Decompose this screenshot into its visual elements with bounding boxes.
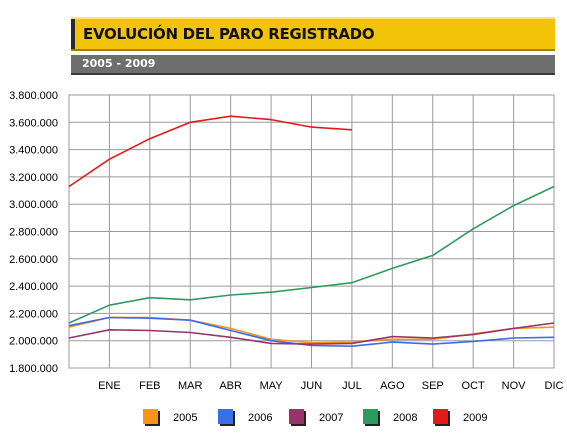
- y-tick-label: 2.200.000: [9, 308, 58, 320]
- legend-swatch-2007: [289, 409, 304, 424]
- y-tick-label: 3.200.000: [9, 172, 58, 184]
- chart-subtitle: 2005 - 2009: [82, 57, 156, 70]
- legend-swatch-2008: [363, 409, 378, 424]
- legend-swatch-2006: [218, 409, 233, 424]
- legend-label-2007: 2007: [319, 412, 343, 424]
- series-line-2007: [68, 322, 555, 345]
- legend-label-2005: 2005: [173, 412, 197, 424]
- y-tick-label: 2.600.000: [9, 254, 58, 266]
- x-tick-label: ENE: [98, 380, 121, 392]
- x-tick-label: JUN: [301, 380, 322, 392]
- x-tick-label: SEP: [422, 380, 444, 392]
- x-tick-label: NOV: [502, 380, 527, 392]
- x-tick-label: MAR: [178, 380, 203, 392]
- legend-swatch-2005: [143, 409, 158, 424]
- series-line-2006: [68, 316, 555, 348]
- chart-subtitle-bar: 2005 - 2009: [71, 55, 555, 75]
- x-tick-label: ABR: [219, 380, 242, 392]
- x-tick-label: MAY: [260, 380, 284, 392]
- legend-label-2006: 2006: [248, 412, 272, 424]
- legend-swatch-2009: [433, 409, 448, 424]
- y-tick-label: 2.400.000: [9, 281, 58, 293]
- y-tick-label: 3.600.000: [9, 117, 58, 129]
- y-tick-label: 2.800.000: [9, 227, 58, 239]
- chart-title: EVOLUCIÓN DEL PARO REGISTRADO: [83, 25, 375, 43]
- y-tick-label: 3.800.000: [9, 90, 58, 102]
- legend-label-2008: 2008: [393, 412, 417, 424]
- legend-label-2009: 2009: [463, 412, 487, 424]
- x-tick-label: FEB: [139, 380, 160, 392]
- y-tick-label: 1.800.000: [9, 363, 58, 375]
- chart-title-bar: EVOLUCIÓN DEL PARO REGISTRADO: [71, 17, 555, 51]
- x-tick-label: DIC: [545, 380, 564, 392]
- y-tick-label: 3.000.000: [9, 199, 58, 211]
- x-tick-label: AGO: [380, 380, 405, 392]
- x-tick-label: OCT: [462, 380, 486, 392]
- series-line-2008: [68, 185, 555, 324]
- series-line-2009: [68, 115, 352, 188]
- x-tick-label: JUL: [342, 380, 362, 392]
- y-tick-label: 2.000.000: [9, 336, 58, 348]
- y-tick-label: 3.400.000: [9, 145, 58, 157]
